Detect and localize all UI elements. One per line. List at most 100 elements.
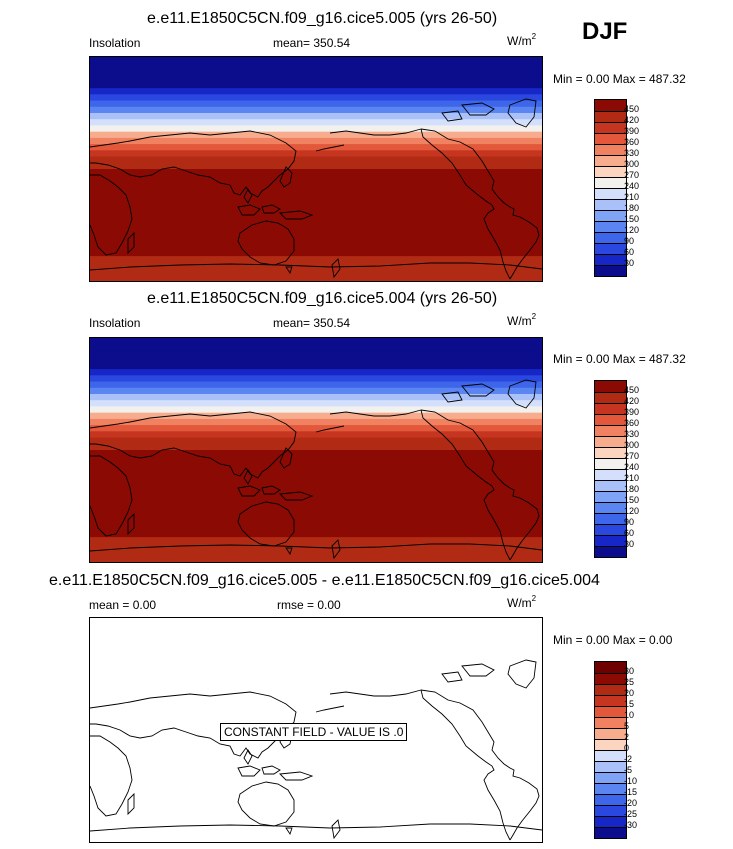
panel3-mean-label: mean = 0.00 — [89, 598, 157, 612]
coastline-path — [331, 258, 341, 279]
colorbar-tick-label: 390 — [624, 126, 640, 136]
coastline-path — [243, 749, 253, 765]
colorbar-swatch — [595, 133, 626, 144]
colorbar-swatch — [595, 243, 626, 254]
colorbar-tick-label: -2 — [624, 754, 633, 764]
field-band — [90, 200, 542, 207]
colorbar-swatch — [595, 739, 626, 750]
field-band — [90, 125, 542, 133]
colorbar-swatch — [595, 122, 626, 133]
field-band — [90, 412, 542, 420]
coastline-path — [90, 823, 542, 832]
coastline-path — [237, 204, 261, 216]
coastline-path — [90, 455, 133, 537]
colorbar-tick-label: 150 — [624, 495, 640, 505]
field-band — [90, 144, 542, 151]
panel1-variable-label: Insolation — [89, 36, 141, 50]
panel2-map — [89, 337, 543, 563]
field-band — [90, 394, 542, 401]
field-band — [90, 237, 542, 245]
coastline-path — [461, 663, 495, 677]
panel2-colorbar — [594, 380, 627, 558]
coastline-path — [285, 827, 293, 836]
colorbar-tick-label: 120 — [624, 225, 640, 235]
colorbar-tick-label: 180 — [624, 484, 640, 494]
field-band — [90, 243, 542, 251]
colorbar-tick-label: 420 — [624, 396, 640, 406]
coastline-path — [285, 266, 293, 275]
colorbar-tick-label: 300 — [624, 440, 640, 450]
colorbar-tick-label: 330 — [624, 148, 640, 158]
coastline-path — [261, 765, 281, 775]
colorbar-swatch — [595, 458, 626, 469]
coastline-path — [420, 128, 511, 280]
colorbar-swatch — [595, 469, 626, 480]
field-band — [90, 524, 542, 532]
panel1-title: e.e11.E1850C5CN.f09_g16.cice5.005 (yrs 2… — [147, 10, 498, 27]
coastline-path — [261, 485, 281, 495]
panel2-coastlines — [90, 379, 542, 561]
panel2-title: e.e11.E1850C5CN.f09_g16.cice5.004 (yrs 2… — [147, 290, 498, 307]
colorbar-tick-label: 300 — [624, 159, 640, 169]
panel1-map — [89, 56, 543, 282]
field-band — [90, 506, 542, 513]
colorbar-tick-label: 210 — [624, 473, 640, 483]
colorbar-swatch — [595, 188, 626, 199]
coastline-path — [90, 130, 297, 198]
colorbar-tick-label: 180 — [624, 203, 640, 213]
field-band — [90, 225, 542, 232]
constant-field-note: CONSTANT FIELD - VALUE IS .0 — [220, 723, 408, 741]
colorbar-tick-label: 450 — [624, 104, 640, 114]
coastline-path — [329, 128, 422, 136]
field-band — [90, 81, 542, 89]
field-band — [90, 512, 542, 520]
panel2-variable-label: Insolation — [89, 316, 141, 330]
field-band — [90, 193, 542, 201]
coastline-path — [237, 485, 261, 497]
colorbar-swatch — [595, 524, 626, 535]
field-band — [90, 69, 542, 77]
colorbar-swatch — [595, 706, 626, 717]
panel2-mean-label: mean= 350.54 — [273, 316, 351, 330]
coastline-path — [420, 409, 540, 561]
colorbar-swatch — [595, 447, 626, 458]
colorbar-tick-label: 360 — [624, 137, 640, 147]
field-band — [90, 212, 542, 220]
coastline-path — [420, 128, 540, 280]
panel3-title: e.e11.E1850C5CN.f09_g16.cice5.005 - e.e1… — [49, 572, 600, 589]
field-band — [90, 387, 542, 395]
colorbar-swatch — [595, 827, 626, 838]
coastline-path — [285, 547, 293, 556]
colorbar-tick-label: 330 — [624, 429, 640, 439]
colorbar-swatch — [595, 491, 626, 502]
coastline-path — [237, 781, 295, 827]
field-band — [90, 137, 542, 145]
coastline-path — [507, 98, 537, 128]
colorbar-swatch — [595, 717, 626, 728]
coastline-path — [420, 689, 540, 841]
panel1-field — [90, 57, 542, 281]
coastline-path — [90, 262, 542, 271]
field-band — [90, 150, 542, 158]
field-band — [90, 162, 542, 170]
field-band — [90, 450, 542, 457]
field-band — [90, 406, 542, 414]
colorbar-swatch — [595, 502, 626, 513]
coastline-path — [261, 204, 281, 214]
panel2-field — [90, 338, 542, 562]
panel1-units: W/m2 — [507, 32, 537, 48]
colorbar-tick-label: 30 — [624, 539, 635, 549]
colorbar-swatch — [595, 232, 626, 243]
coastline-path — [441, 391, 463, 403]
panel3-colorbar — [594, 661, 627, 839]
colorbar-tick-label: -25 — [624, 809, 638, 819]
colorbar-tick-label: 270 — [624, 451, 640, 461]
coastline-path — [90, 543, 542, 552]
colorbar-swatch — [595, 210, 626, 221]
coastline-path — [420, 689, 511, 841]
colorbar-swatch — [595, 155, 626, 166]
field-band — [90, 338, 542, 345]
field-band — [90, 63, 542, 71]
coastline-path — [90, 174, 133, 256]
coastline-path — [461, 102, 495, 116]
